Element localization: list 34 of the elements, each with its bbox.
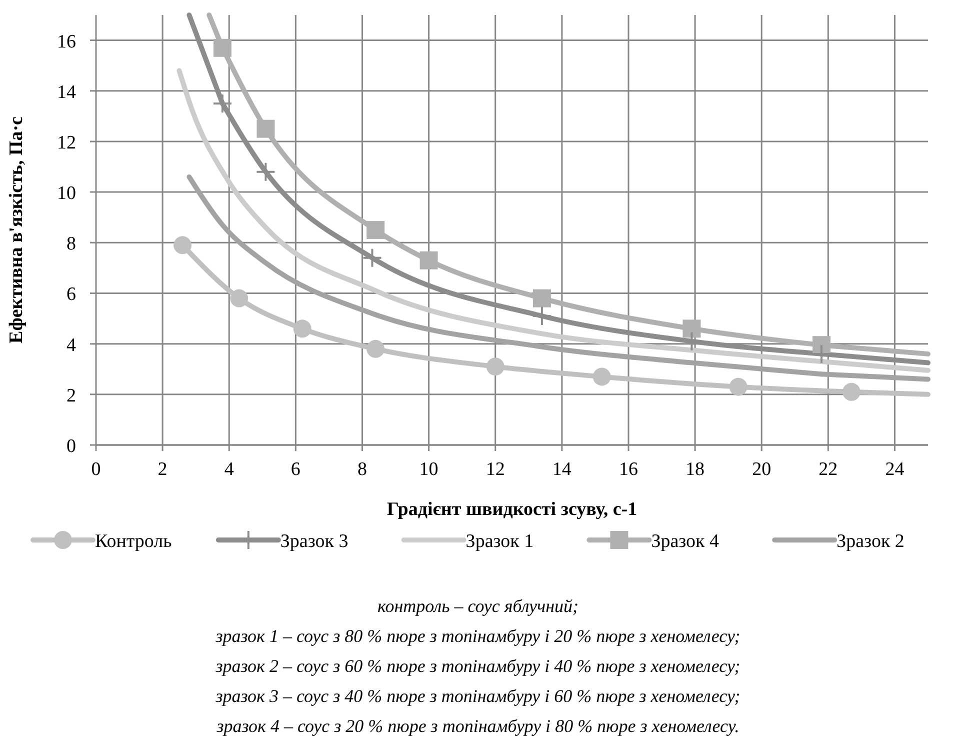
y-tick-label: 2 — [66, 385, 76, 406]
x-tick-label: 22 — [818, 459, 838, 480]
x-tick-label: 18 — [686, 459, 705, 480]
text: зразок 1 – соус з 80 % пюре з топінамбуру і 20 % пюре з хеномелесу; — [214, 626, 740, 646]
y-tick-label: 0 — [66, 436, 76, 457]
y-tick-label: 4 — [66, 334, 76, 356]
x-tick-label: 12 — [486, 459, 505, 480]
text: зразок 4 – соус з 20 % пюре з топінамбуру і 80 % пюре з хеномелесу. — [216, 716, 740, 736]
legend-label: Контроль — [95, 531, 172, 552]
x-tick-label: 6 — [290, 459, 300, 480]
y-tick-label: 14 — [57, 82, 76, 103]
legend-label: Зразок 2 — [836, 531, 904, 552]
y-tick-label: 10 — [57, 183, 76, 204]
x-tick-label: 14 — [552, 459, 572, 480]
x-tick-label: 8 — [357, 459, 367, 480]
legend-label: Зразок 3 — [280, 531, 348, 552]
x-tick-label: 24 — [885, 459, 905, 480]
y-tick-label: 16 — [57, 31, 76, 52]
y-axis-title: Ефективна в'язкість, Па·с — [6, 116, 27, 344]
legend-label: Зразок 4 — [651, 531, 720, 552]
x-tick-label: 10 — [419, 459, 438, 480]
text: зразок 3 – соус з 40 % пюре з топінамбуру і 60 % пюре з хеномелесу; — [214, 686, 740, 706]
text: зразок 2 – соус з 60 % пюре з топінамбуру і 40 % пюре з хеномелесу; — [214, 656, 740, 676]
x-tick-label: 4 — [224, 459, 234, 480]
y-tick-label: 8 — [66, 234, 76, 255]
x-tick-label: 2 — [158, 459, 168, 480]
text: контроль – соус яблучний; — [378, 596, 578, 616]
y-tick-label: 6 — [66, 284, 76, 306]
x-tick-label: 16 — [618, 459, 638, 480]
x-axis-title: Градієнт швидкості зсуву, с-1 — [386, 499, 638, 520]
y-tick-label: 12 — [57, 132, 76, 154]
x-tick-label: 20 — [752, 459, 772, 480]
legend-label: Зразок 1 — [466, 531, 534, 552]
x-tick-label: 0 — [91, 459, 101, 480]
